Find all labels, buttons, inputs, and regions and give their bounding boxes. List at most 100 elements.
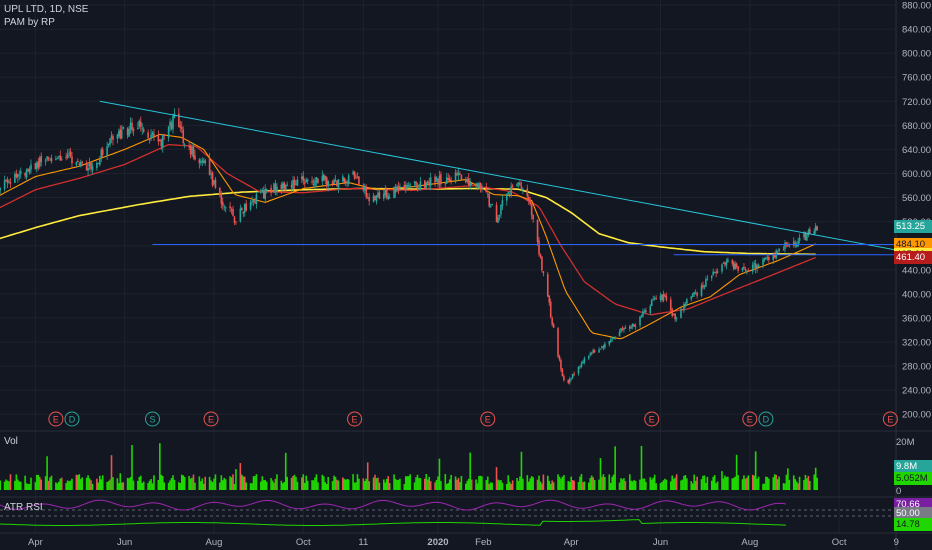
candle-body [170,122,173,129]
y-tick-label: 320.00 [902,337,931,348]
candle-body [388,197,391,199]
event-marker-label: S [149,415,155,425]
volume-bar [180,474,183,490]
volume-bar [751,474,754,490]
candle-body [530,204,533,216]
candle-body [200,161,202,163]
volume-bar [396,479,398,490]
candle-body [426,180,429,184]
candle-body [501,200,504,206]
volume-bar [589,477,592,490]
candle-body [15,173,18,178]
time-axis[interactable]: Apr Jun Aug Oct 11 2020 Feb Apr Jun Aug Oct 9 [28,537,899,548]
candle-body [249,202,252,210]
volume-bar [55,482,57,490]
volume-bar [775,474,777,490]
candle-body [448,178,451,182]
x-tick-label: 11 [358,537,368,548]
candle-body [46,156,48,160]
volume-bar [794,479,796,490]
volume-bar [100,479,103,490]
candle-body [38,157,41,167]
candle-body [782,249,785,251]
volume-bar [169,480,171,490]
candle-body [303,182,306,184]
candle-body [542,271,545,274]
event-marker [48,411,64,427]
candle-body [722,262,725,264]
volume-bar [18,481,21,490]
volume-bar [444,474,447,490]
volume-bar [643,478,646,490]
volume-bar [374,474,376,490]
candle-body [139,121,142,128]
volume-bar [363,480,366,490]
volume-bar [419,478,422,490]
volume-bar [362,478,365,490]
candle-body [806,234,808,241]
volume-bar [119,473,122,490]
candle-body [630,326,633,328]
candle-body [110,135,113,139]
volume-bar [573,480,575,490]
event-marker-label: D [69,415,76,425]
candle-body [437,179,439,184]
candle-body [418,188,420,189]
candle-body [245,203,247,211]
candle-body [306,179,309,182]
volume-bar [219,482,221,490]
candle-body [510,186,512,196]
candle-body [151,132,154,135]
volume-bar [549,483,552,490]
candle-body [653,298,656,300]
candle-body [3,180,6,189]
candle-body [623,328,625,330]
candle-body [766,257,769,258]
candle-body [183,144,186,146]
volume-bar [754,451,757,490]
volume-label: 9.8M [894,460,932,473]
volume-bar [230,477,233,490]
candle-body [153,133,155,137]
candle-body [260,192,262,194]
volume-bar [24,475,26,490]
volume-bar [437,476,439,490]
volume-bar [394,478,397,490]
volume-bar [772,477,775,490]
candle-body [87,167,89,171]
candle-body [784,242,786,250]
candle-body [407,185,410,186]
volume-bar [44,476,47,490]
volume-bar [732,477,735,490]
candle-body [763,258,766,260]
y-tick-label: 240.00 [902,386,931,397]
volume-bar [131,445,133,490]
volume-bar [274,478,277,490]
candle-body [403,184,406,189]
volume-bar [765,476,767,490]
candle-body [665,295,668,300]
candle-body [230,209,233,211]
candle-body [109,138,111,145]
candle-body [224,207,227,209]
candle-body [424,180,426,188]
candle-body [59,155,62,161]
trendline [99,100,906,253]
volume-bar [407,476,410,490]
candle-body [737,266,739,271]
candle-body [633,324,635,327]
candle-body [785,242,788,246]
candle-body [624,327,627,329]
drawings[interactable] [99,100,906,256]
candle-body [634,326,637,328]
candle-body [460,175,463,180]
candle-body [5,179,7,181]
candle-body [757,265,760,267]
candle-body [399,185,401,189]
volume-bar [746,477,748,490]
candle-body [202,161,205,163]
volume-bar [447,483,450,490]
volume-bar [179,483,182,490]
